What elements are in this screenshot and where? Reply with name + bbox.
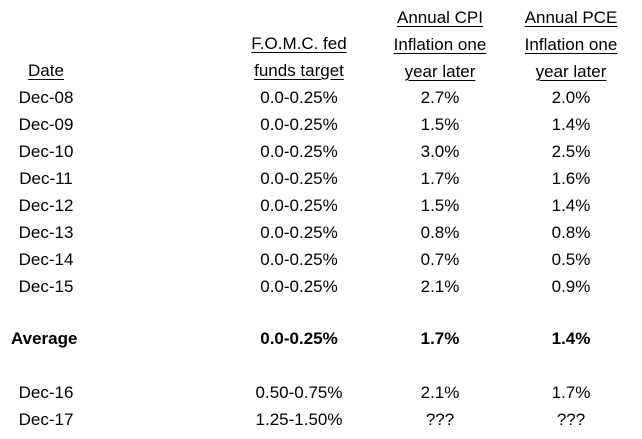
average-pce: 1.4% xyxy=(551,329,591,348)
row-0-cpi: 2.7% xyxy=(420,88,460,107)
row-2-fomc: 0.0-0.25% xyxy=(260,142,338,161)
row-6-fomc: 0.0-0.25% xyxy=(260,250,338,269)
row-2-pce: 2.5% xyxy=(551,142,591,161)
row-5-fomc: 0.0-0.25% xyxy=(260,223,338,242)
header-pce-line-1: Annual PCE xyxy=(524,8,618,27)
row-5-date: Dec-13 xyxy=(18,223,74,242)
row-3-date: Dec-11 xyxy=(19,169,73,188)
row-1-fomc: 0.0-0.25% xyxy=(260,115,338,134)
header-date: Date xyxy=(0,57,92,84)
later-row-0-pce: 1.7% xyxy=(551,383,591,402)
row-7-fomc: 0.0-0.25% xyxy=(260,277,338,296)
header-date-line-1: Date xyxy=(28,61,64,80)
row-3-pce: 1.6% xyxy=(551,169,591,188)
header-fomc-line-2: funds target xyxy=(254,61,344,80)
header-pce-line-2: Inflation one xyxy=(524,35,618,54)
row-1-pce: 1.4% xyxy=(551,115,591,134)
average-label: Average xyxy=(11,329,78,348)
header-cpi-line-1: Annual CPI xyxy=(397,8,483,27)
row-4-date: Dec-12 xyxy=(18,196,74,215)
header-pce-line-3: year later xyxy=(535,62,607,81)
row-7-cpi: 2.1% xyxy=(420,277,460,296)
later-row-0-cpi: 2.1% xyxy=(420,383,460,402)
average-fomc: 0.0-0.25% xyxy=(260,329,338,348)
row-4-cpi: 1.5% xyxy=(420,196,460,215)
row-6-date: Dec-14 xyxy=(18,250,74,269)
row-0-date: Dec-08 xyxy=(18,88,74,107)
row-5-cpi: 0.8% xyxy=(420,223,460,242)
row-4-pce: 1.4% xyxy=(551,196,591,215)
header-cpi: Annual CPI Inflation one year later xyxy=(380,4,500,85)
later-row-0-fomc: 0.50-0.75% xyxy=(255,383,343,402)
row-4-fomc: 0.0-0.25% xyxy=(260,196,338,215)
header-fomc: F.O.M.C. fed funds target xyxy=(218,30,380,84)
row-0-fomc: 0.0-0.25% xyxy=(260,88,338,107)
header-fomc-line-1: F.O.M.C. fed xyxy=(251,34,347,53)
row-6-cpi: 0.7% xyxy=(420,250,460,269)
row-0-pce: 2.0% xyxy=(551,88,591,107)
later-row-1-fomc: 1.25-1.50% xyxy=(255,410,343,429)
row-3-cpi: 1.7% xyxy=(420,169,460,188)
later-row-0-date: Dec-16 xyxy=(18,383,74,402)
later-row-1-cpi: ??? xyxy=(425,410,455,429)
average-cpi: 1.7% xyxy=(420,329,460,348)
row-7-pce: 0.9% xyxy=(551,277,591,296)
header-cpi-line-2: Inflation one xyxy=(393,35,487,54)
row-2-cpi: 3.0% xyxy=(420,142,460,161)
header-cpi-line-3: year later xyxy=(404,62,476,81)
row-6-pce: 0.5% xyxy=(551,250,591,269)
row-1-cpi: 1.5% xyxy=(420,115,460,134)
later-row-1-pce: ??? xyxy=(556,410,586,429)
row-2-date: Dec-10 xyxy=(18,142,74,161)
row-7-date: Dec-15 xyxy=(18,277,74,296)
row-3-fomc: 0.0-0.25% xyxy=(260,169,338,188)
header-pce: Annual PCE Inflation one year later xyxy=(512,4,630,85)
row-1-date: Dec-09 xyxy=(18,115,74,134)
later-row-1-date: Dec-17 xyxy=(18,410,74,429)
row-5-pce: 0.8% xyxy=(551,223,591,242)
